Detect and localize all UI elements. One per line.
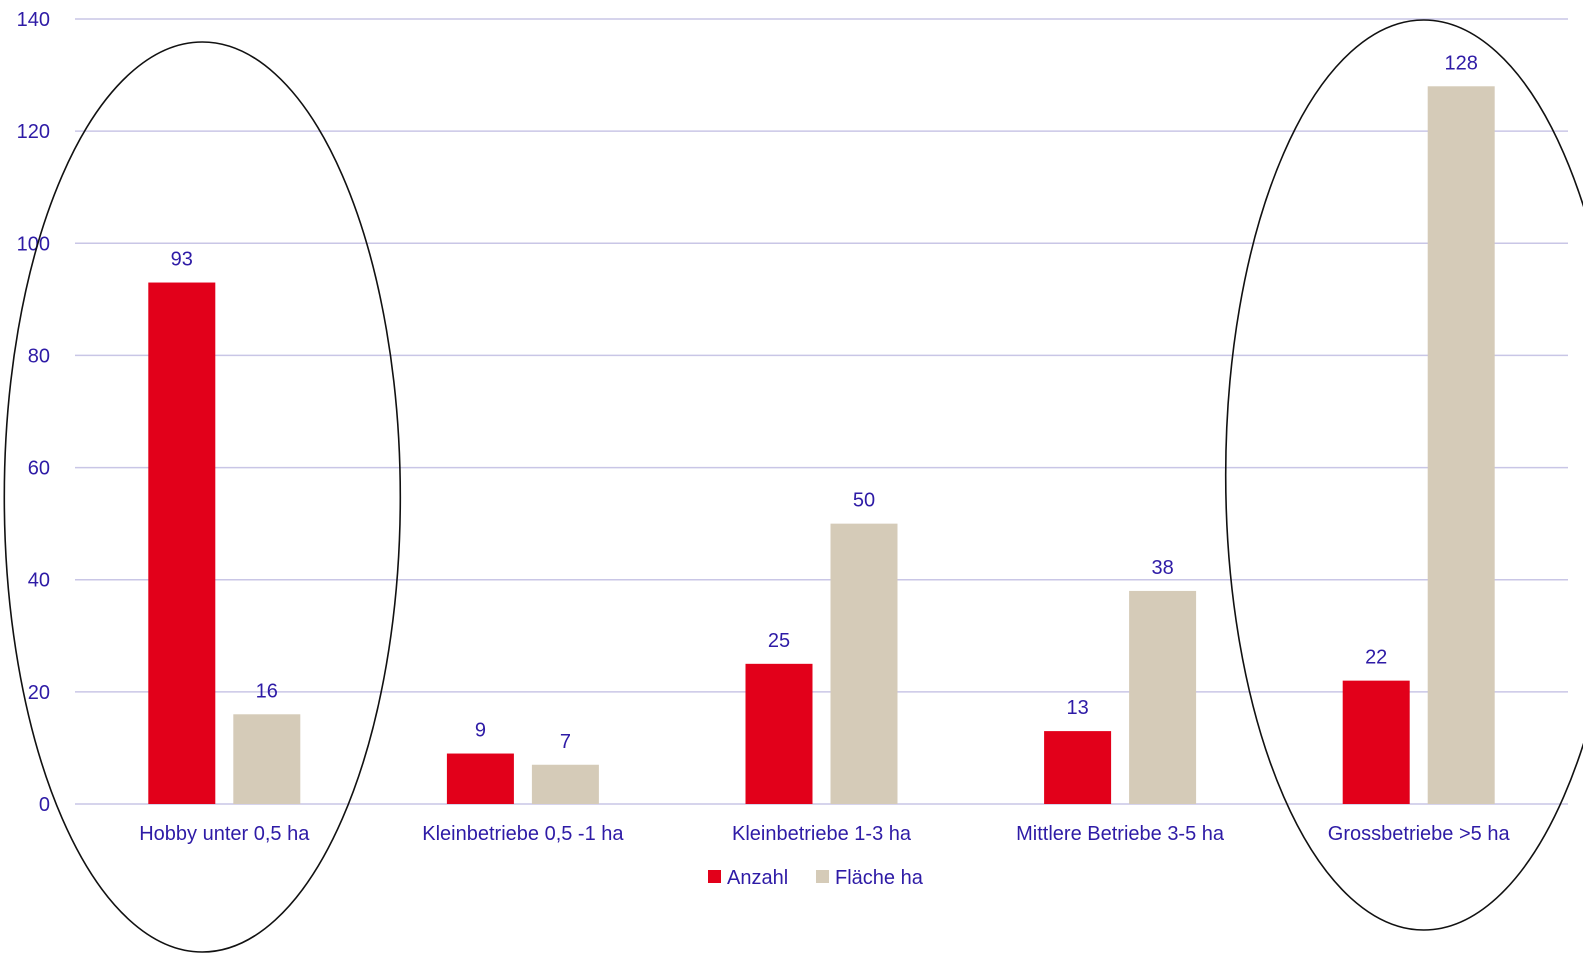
legend-swatch — [816, 870, 829, 883]
data-label: 50 — [853, 490, 875, 512]
annotation-ellipses — [3, 19, 1583, 953]
y-tick-label: 60 — [28, 458, 50, 480]
bar-anzahl-1 — [446, 753, 514, 804]
highlight-ellipse — [1224, 19, 1583, 931]
x-axis-category-labels: Hobby unter 0,5 ha Kleinbetriebe 0,5 -1 h… — [139, 823, 1510, 845]
data-label: 38 — [1151, 557, 1173, 579]
bar-anzahl-0 — [148, 282, 216, 804]
gridlines — [75, 18, 1568, 805]
data-label: 9 — [475, 720, 486, 742]
bar-anzahl-4 — [1342, 680, 1410, 804]
bar-fl-che-ha-1 — [531, 764, 599, 804]
bar-anzahl-3 — [1044, 731, 1112, 804]
y-tick-label: 40 — [28, 570, 50, 592]
y-tick-label: 140 — [17, 9, 50, 31]
bar-fl-che-ha-2 — [830, 523, 898, 804]
data-label: 22 — [1365, 647, 1387, 669]
x-category-label: Kleinbetriebe 1-3 ha — [732, 823, 912, 845]
legend: Anzahl Fläche ha — [708, 867, 924, 889]
data-label: 128 — [1445, 52, 1478, 74]
legend-swatch — [708, 870, 721, 883]
x-category-label: Grossbetriebe >5 ha — [1328, 823, 1511, 845]
data-labels: 93 16 9 7 25 50 13 38 22 128 — [171, 52, 1478, 752]
y-tick-label: 100 — [17, 233, 50, 255]
x-category-label: Kleinbetriebe 0,5 -1 ha — [422, 823, 624, 845]
y-axis-tick-labels: 0 20 40 60 80 100 120 140 — [17, 9, 50, 816]
x-category-label: Hobby unter 0,5 ha — [139, 823, 310, 845]
y-tick-label: 80 — [28, 345, 50, 367]
data-label: 7 — [560, 731, 571, 753]
bar-fl-che-ha-0 — [233, 714, 301, 804]
data-label: 93 — [171, 249, 193, 271]
y-tick-label: 0 — [39, 794, 50, 816]
data-label: 13 — [1066, 697, 1088, 719]
x-category-label: Mittlere Betriebe 3-5 ha — [1016, 823, 1225, 845]
bar-fl-che-ha-3 — [1129, 590, 1197, 804]
legend-label: Fläche ha — [835, 867, 924, 889]
y-tick-label: 120 — [17, 121, 50, 143]
bar-anzahl-2 — [745, 663, 813, 804]
y-tick-label: 20 — [28, 682, 50, 704]
bar-fl-che-ha-4 — [1427, 86, 1495, 805]
data-label: 25 — [768, 630, 790, 652]
highlight-ellipse — [3, 41, 402, 953]
data-label: 16 — [256, 680, 278, 702]
legend-label: Anzahl — [727, 867, 788, 889]
bars — [148, 86, 1495, 805]
